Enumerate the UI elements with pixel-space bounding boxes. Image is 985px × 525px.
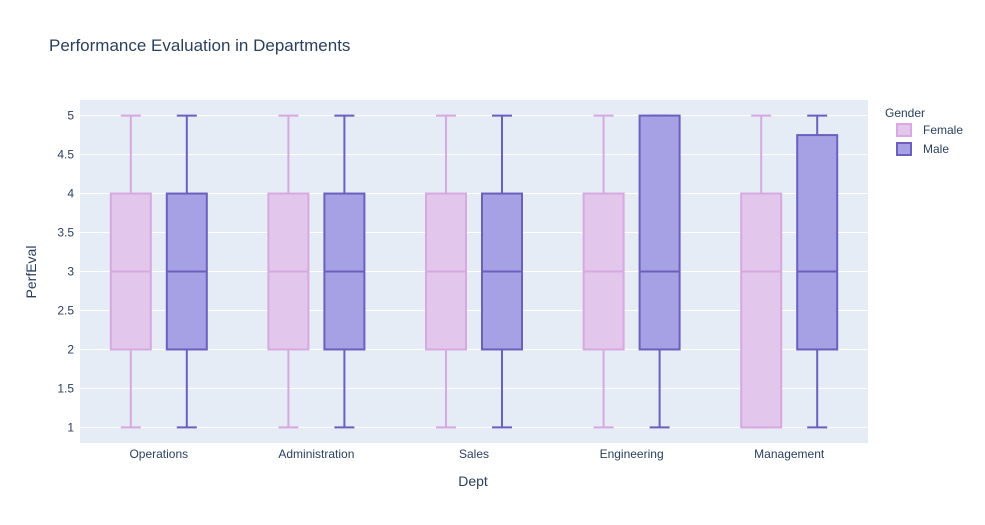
y-tick-label: 2 (67, 342, 74, 356)
y-axis-ticks: 1 1.5 2 2.5 3 3.5 4 4.5 5 (57, 109, 74, 435)
legend-title: Gender (885, 106, 925, 120)
box-male-administration[interactable] (323, 114, 366, 429)
chart-title: Performance Evaluation in Departments (49, 36, 350, 55)
box-male-management[interactable] (796, 114, 839, 429)
legend-swatch (896, 123, 912, 137)
x-tick-label: Management (754, 447, 825, 461)
y-tick-label: 2.5 (57, 303, 74, 317)
series-female[interactable] (109, 114, 783, 429)
y-tick-label: 3.5 (57, 226, 74, 240)
box-female-administration[interactable] (267, 114, 310, 429)
legend[interactable]: Gender Female Male (885, 106, 963, 156)
y-tick-label: 3 (67, 265, 74, 279)
legend-item-female[interactable]: Female (896, 123, 963, 137)
box-female-engineering[interactable] (582, 114, 625, 429)
y-tick-label: 4 (67, 187, 74, 201)
box-female-sales[interactable] (425, 114, 467, 429)
x-axis-ticks: Operations Administration Sales Engineering… (129, 447, 824, 461)
iqr-box (740, 192, 783, 429)
iqr-box (796, 134, 839, 351)
y-tick-label: 1 (67, 420, 74, 434)
box-female-management[interactable] (740, 114, 783, 429)
legend-item-male[interactable]: Male (896, 142, 949, 156)
box-male-operations[interactable] (165, 114, 208, 429)
legend-swatch (896, 142, 912, 156)
gridlines (80, 115, 868, 428)
x-tick-label: Sales (459, 447, 489, 461)
x-tick-label: Administration (278, 447, 354, 461)
iqr-box (638, 114, 681, 351)
box-traces (109, 114, 839, 429)
x-tick-label: Operations (129, 447, 188, 461)
legend-label: Male (923, 142, 949, 156)
box-female-operations[interactable] (109, 114, 152, 429)
series-male[interactable] (165, 114, 839, 429)
x-tick-label: Engineering (600, 447, 664, 461)
x-axis-title: Dept (458, 473, 488, 489)
y-axis-title: PerfEval (23, 246, 39, 299)
box-male-engineering[interactable] (638, 114, 681, 429)
y-tick-label: 4.5 (57, 148, 74, 162)
legend-label: Female (923, 123, 963, 137)
y-tick-label: 5 (67, 109, 74, 123)
box-male-sales[interactable] (481, 114, 523, 429)
y-tick-label: 1.5 (57, 381, 74, 395)
